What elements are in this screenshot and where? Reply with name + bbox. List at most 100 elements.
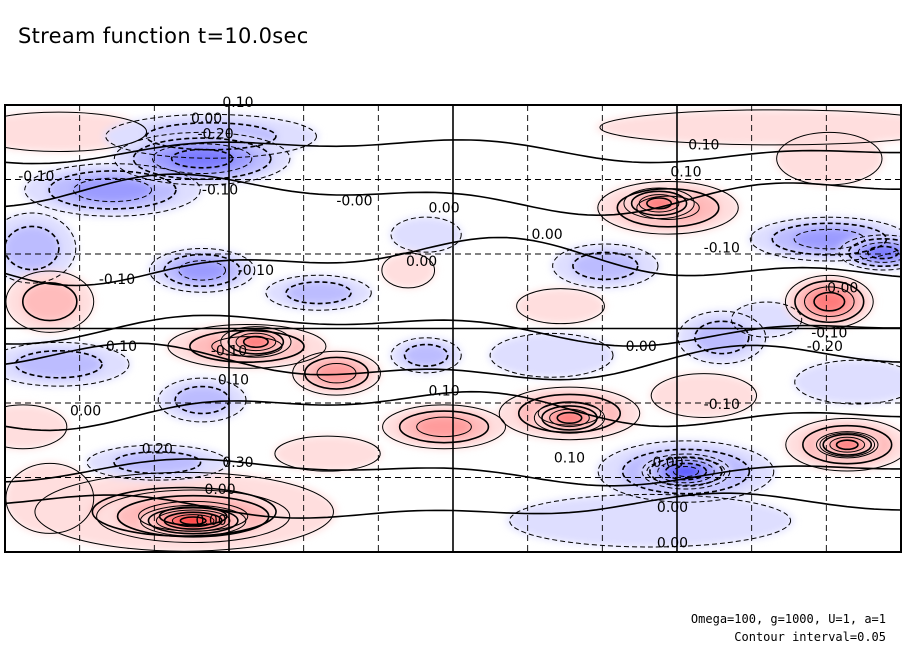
contour-line-positive [242, 335, 269, 349]
chart-title: Stream function t=10.0sec [18, 24, 309, 48]
contour-label-text: -0.10 [99, 272, 135, 288]
contour-line-positive [813, 291, 846, 312]
contour-label-text: -0.10 [211, 343, 247, 359]
contour-line-negative [113, 451, 202, 475]
contour-line-negative [285, 281, 352, 305]
negative-region [285, 281, 352, 304]
positive-region [416, 416, 472, 437]
contour-line-negative [794, 359, 901, 405]
contour-label-text: 0.10 [218, 372, 249, 388]
contour-label-text: -0.20 [197, 127, 233, 143]
contour-line-positive [220, 326, 292, 358]
contour-label: 0.10 [428, 384, 459, 400]
contour-line-positive [646, 197, 673, 210]
contour-line-negative [170, 148, 234, 169]
contour-line-positive [636, 195, 700, 220]
contour-label: 0.00 [652, 455, 683, 471]
contour-line-positive [638, 194, 680, 213]
positive-region [5, 404, 68, 450]
contour-label: -0.10 [811, 325, 847, 341]
contour-label: 0.00 [657, 536, 688, 552]
positive-region [273, 435, 382, 472]
contour-label: 0.00 [204, 482, 235, 498]
contour-line-negative [86, 444, 229, 481]
contour-line-negative [489, 332, 614, 378]
contour-label-text: 0.00 [195, 513, 226, 529]
contour-line-negative [867, 245, 900, 260]
contour-line-negative [403, 343, 449, 367]
contour-line-negative [572, 251, 639, 281]
contour-line-positive [794, 280, 865, 324]
contour-label: 0.10 [670, 165, 701, 181]
contour-line-negative [693, 320, 750, 355]
negative-region [488, 332, 615, 378]
contour-line-positive [537, 401, 602, 426]
positive-region [243, 336, 269, 348]
contour-line-negative [5, 341, 130, 387]
contour-label: 0.00 [626, 339, 657, 355]
contour-line-negative [649, 456, 723, 487]
contour-line-positive [819, 432, 876, 457]
contour-label-text: -0.00 [336, 194, 372, 210]
contour-label-text: 0.00 [827, 281, 858, 297]
contour-line-negative [145, 122, 277, 151]
contour-line-positive [541, 405, 598, 431]
contour-label-text: 0.00 [652, 455, 683, 471]
contour-label-text: 0.00 [626, 339, 657, 355]
positive-region [775, 131, 884, 186]
contour-label: 0.30 [222, 455, 253, 471]
contour-line-positive [163, 511, 223, 530]
contour-label: 0.00 [531, 227, 562, 243]
contour-label: 0.00 [657, 500, 688, 516]
contour-line-positive [785, 417, 901, 472]
contour-line-negative [5, 212, 77, 284]
contour-label: 0.10 [688, 138, 719, 154]
contour-label: -0.10 [238, 263, 274, 279]
negative-region [867, 246, 899, 259]
contour-line-negative [265, 274, 372, 311]
contour-label-text: 0.10 [688, 138, 719, 154]
contour-label-text: 0.00 [204, 482, 235, 498]
contour-label: 0.00 [70, 404, 101, 420]
negative-region [14, 350, 103, 379]
contour-label: 0.10 [222, 95, 253, 111]
contour-line-positive [155, 509, 231, 532]
positive-region [557, 412, 582, 424]
contour-line-positive [139, 504, 247, 537]
contour-line-negative [597, 440, 775, 503]
contour-label-text: 0.00 [406, 254, 437, 270]
contour-line-negative [390, 216, 462, 253]
contour-line-positive [498, 386, 641, 441]
contour-line-positive [516, 288, 605, 325]
contour-label-text: -0.10 [704, 397, 740, 413]
contour-line-positive [829, 436, 866, 453]
contour-label: 0.10 [554, 451, 585, 467]
contour-line-negative [672, 466, 700, 478]
contour-line-negative [509, 493, 792, 548]
contour-line-positive [179, 516, 207, 526]
contour-line-positive [382, 404, 507, 450]
positive-region [316, 363, 357, 384]
contour-label: -0.10 [99, 272, 135, 288]
contour-line-positive [835, 439, 859, 451]
contour-line-negative [5, 225, 60, 271]
contour-line-negative [24, 163, 201, 217]
grid [5, 105, 901, 552]
contour-line-negative [151, 143, 253, 174]
contour-line-negative [178, 260, 227, 281]
contour-label: -0.10 [202, 182, 238, 198]
negative-region [673, 466, 699, 477]
contour-line-negative [552, 243, 659, 289]
footnote-contour-interval: Contour interval=0.05 [734, 630, 886, 644]
contour-line-negative [749, 216, 901, 262]
contour-label: 0.10 [218, 372, 249, 388]
contour-line-negative [621, 448, 751, 495]
contour-line-positive [802, 424, 893, 465]
negative-region [5, 226, 60, 271]
footnote-parameters: Omega=100, g=1000, U=1, a=1 [690, 612, 886, 626]
contour-line-positive [147, 506, 239, 535]
contour-label: -0.00 [336, 194, 372, 210]
contour-line-positive [804, 286, 855, 318]
contour-label: -0.20 [197, 127, 233, 143]
contour-label-text: 0.00 [428, 200, 459, 216]
